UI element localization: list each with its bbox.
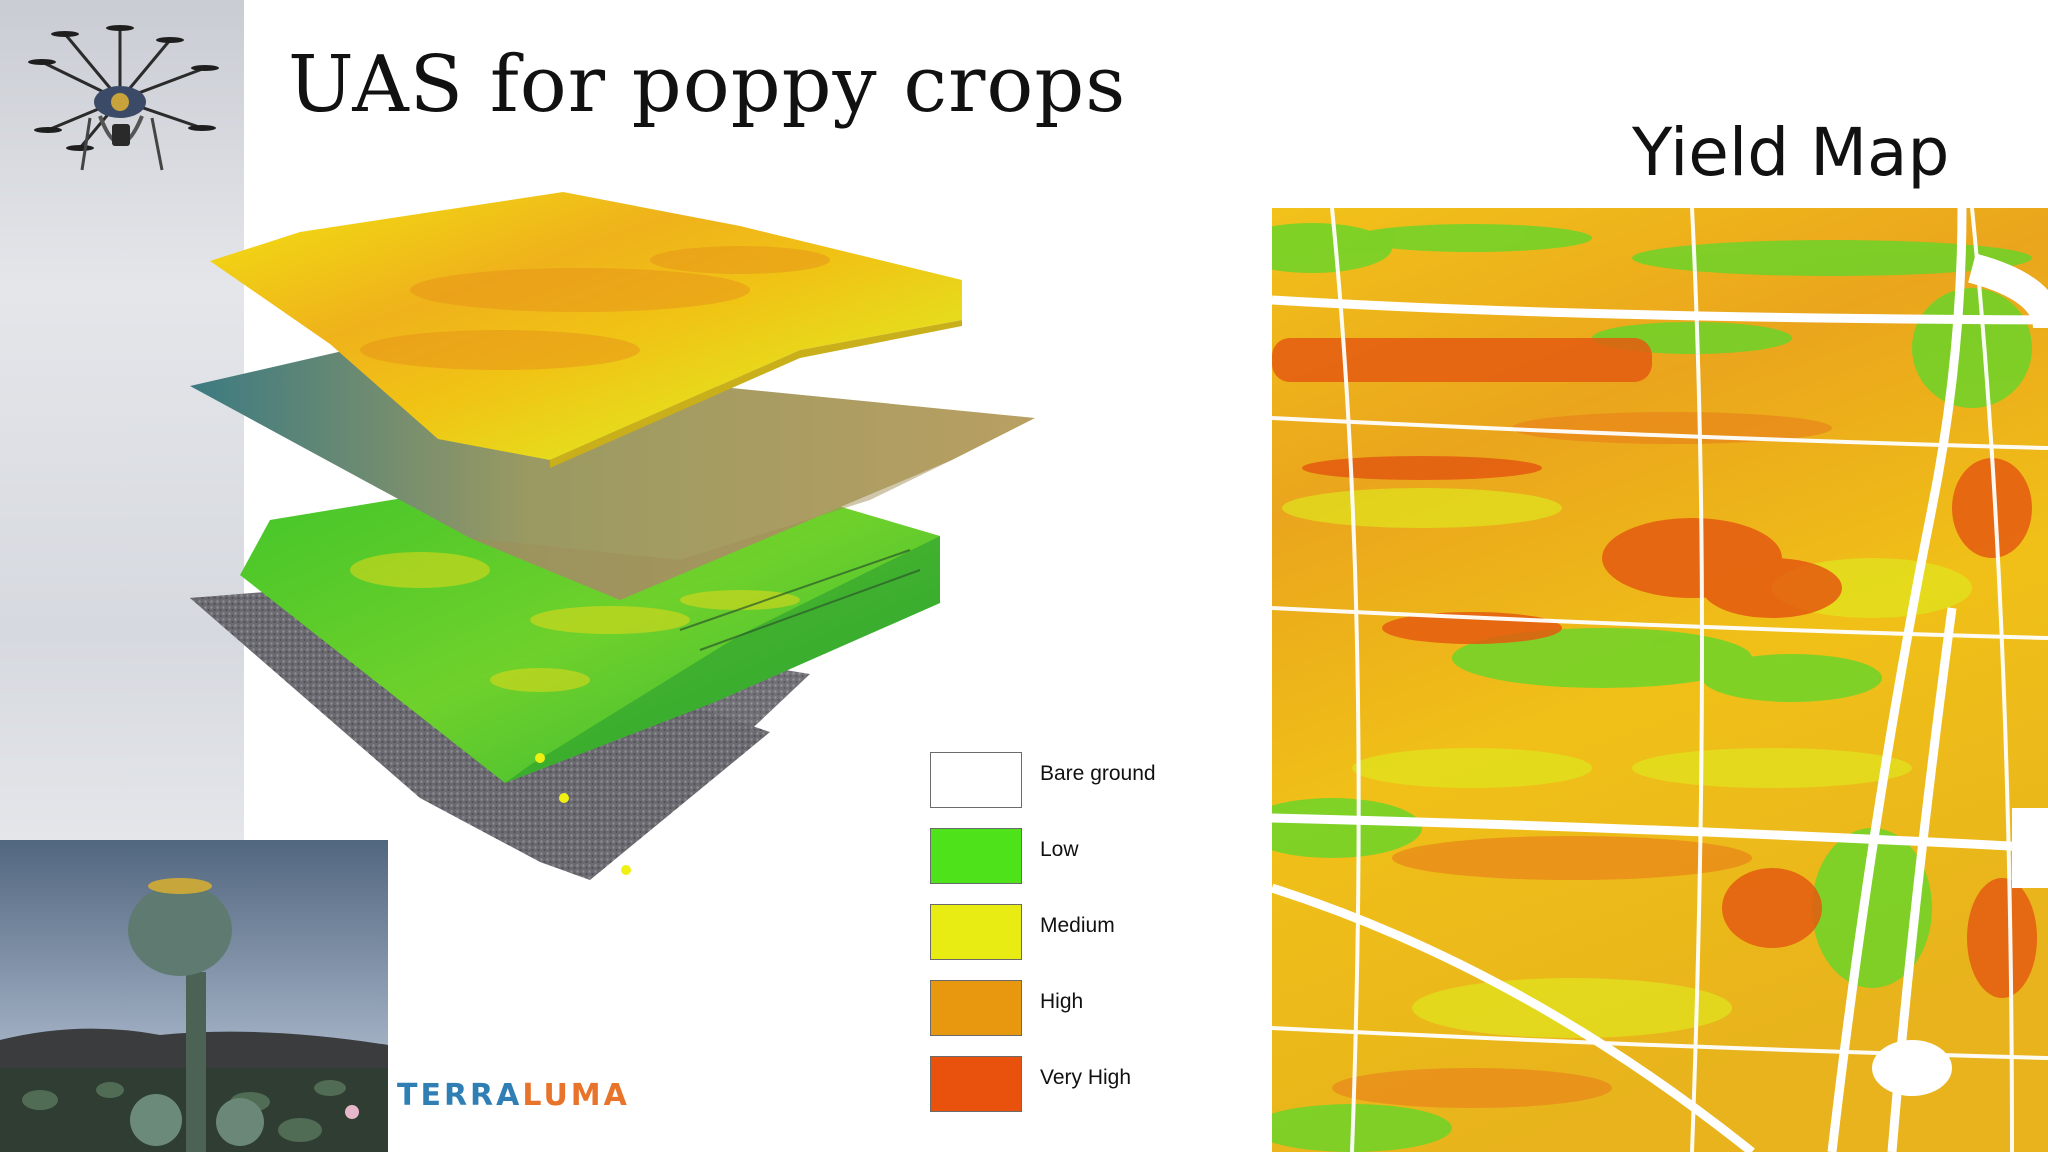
legend-swatch bbox=[930, 1056, 1022, 1112]
legend-label: Medium bbox=[1040, 914, 1115, 937]
legend-item-bare-ground: Bare ground bbox=[930, 752, 1190, 810]
legend-item-high: High bbox=[930, 980, 1190, 1038]
slide-title: UAS for poppy crops bbox=[288, 40, 1127, 130]
stacked-layers-image bbox=[190, 192, 1035, 880]
yield-map-title: Yield Map bbox=[1632, 114, 1950, 191]
legend-swatch bbox=[930, 752, 1022, 808]
legend-item-medium: Medium bbox=[930, 904, 1190, 962]
legend-item-very-high: Very High bbox=[930, 1056, 1190, 1114]
terraluma-logo: TERRALUMA bbox=[397, 1078, 630, 1113]
legend-label: Low bbox=[1040, 838, 1079, 861]
legend-label: High bbox=[1040, 990, 1084, 1013]
poppy-field-photo bbox=[0, 840, 388, 1152]
yield-legend: Bare ground Low Medium High Very High bbox=[930, 752, 1190, 1112]
legend-label: Very High bbox=[1040, 1066, 1132, 1089]
legend-item-low: Low bbox=[930, 828, 1190, 886]
yield-map-image bbox=[1272, 208, 2048, 1152]
logo-terra-text: TERRA bbox=[397, 1078, 523, 1113]
drone-image bbox=[28, 25, 219, 171]
legend-label: Bare ground bbox=[1040, 762, 1156, 785]
legend-swatch bbox=[930, 904, 1022, 960]
legend-swatch bbox=[930, 980, 1022, 1036]
legend-swatch bbox=[930, 828, 1022, 884]
logo-luma-text: LUMA bbox=[522, 1078, 630, 1113]
